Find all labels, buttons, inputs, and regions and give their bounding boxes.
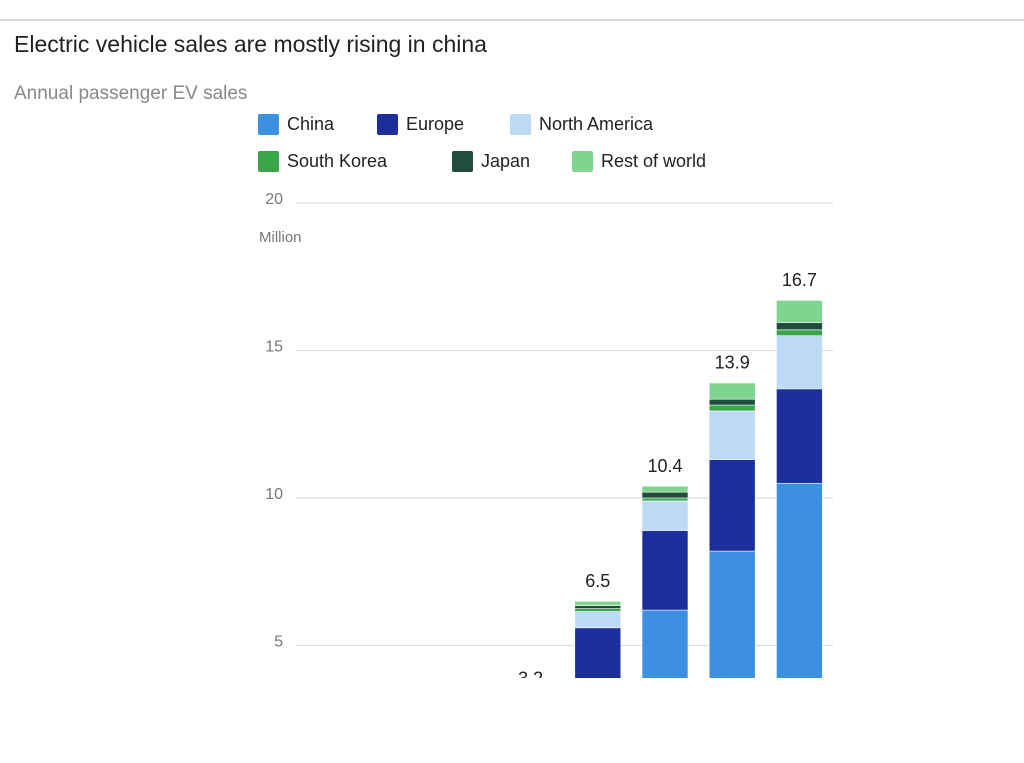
bar-segment xyxy=(641,609,689,678)
legend-label: China xyxy=(287,114,335,134)
legend-label: Europe xyxy=(406,114,464,134)
bar-segment xyxy=(574,608,622,612)
bar-segment xyxy=(574,600,622,606)
legend-swatch xyxy=(258,114,279,135)
bar-segment xyxy=(508,703,554,704)
legend-swatch xyxy=(572,151,593,172)
chart-subtitle: Annual passenger EV sales xyxy=(14,83,247,104)
bar-segment xyxy=(508,713,554,754)
bar-segment xyxy=(508,702,554,703)
bar-segment xyxy=(574,605,622,609)
bar-segment xyxy=(641,500,689,531)
y-tick-label: 10 xyxy=(265,486,283,503)
bar-segment xyxy=(776,388,823,484)
bar-segment xyxy=(575,696,621,758)
legend-swatch xyxy=(452,151,473,172)
legend-label: Rest of world xyxy=(601,151,706,171)
bar-segment xyxy=(708,404,756,412)
bar-segment xyxy=(508,705,554,714)
total-label: 10.4 xyxy=(647,456,682,476)
total-label: 13.9 xyxy=(715,353,750,373)
bar-segment xyxy=(776,482,823,678)
bar-segment xyxy=(574,611,622,629)
bar-segment xyxy=(641,485,689,493)
legend-swatch xyxy=(258,151,279,172)
bar-segment xyxy=(708,550,756,678)
bar-segment xyxy=(776,335,823,390)
bar-segment xyxy=(574,627,622,678)
total-label: 16.7 xyxy=(782,270,817,290)
bar-segment xyxy=(508,755,554,758)
bar-segment xyxy=(708,459,756,552)
y-tick-label: 5 xyxy=(274,634,283,651)
bar-segment xyxy=(776,329,823,337)
bar-segment xyxy=(708,410,756,460)
bar-segment xyxy=(708,382,756,400)
bar-segment xyxy=(641,530,689,611)
total-label: 6.5 xyxy=(585,571,610,591)
legend-label: South Korea xyxy=(287,151,388,171)
y-tick-label: 15 xyxy=(265,339,283,356)
legend-label: North America xyxy=(539,114,654,134)
bar-segment xyxy=(776,300,823,323)
legend-label: Japan xyxy=(481,151,530,171)
bar-segment xyxy=(641,491,689,499)
bar-segment xyxy=(776,322,823,331)
bar-segment xyxy=(641,497,689,502)
bar-segment xyxy=(508,699,554,702)
bar-segment xyxy=(708,398,756,406)
legend-swatch xyxy=(510,114,531,135)
y-tick-label: 20 xyxy=(265,191,283,208)
chart-title: Electric vehicle sales are mostly rising… xyxy=(14,31,487,57)
plot: 5 10 15 20 3.2 6.5 10.4 13.9 16.7 xyxy=(265,191,833,758)
total-label: 3.2 xyxy=(518,668,543,688)
y-unit: Million xyxy=(259,229,302,246)
legend-swatch xyxy=(377,114,398,135)
